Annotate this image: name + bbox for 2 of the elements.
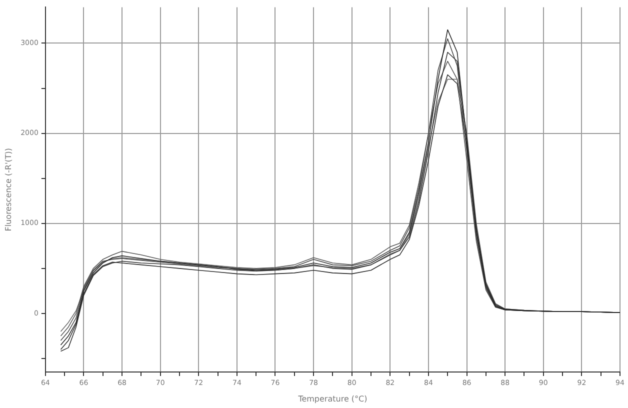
x-axis-title: Temperature (°C): [297, 394, 368, 404]
y-axis-title: Fluorescence (-R'(T)): [4, 148, 13, 232]
